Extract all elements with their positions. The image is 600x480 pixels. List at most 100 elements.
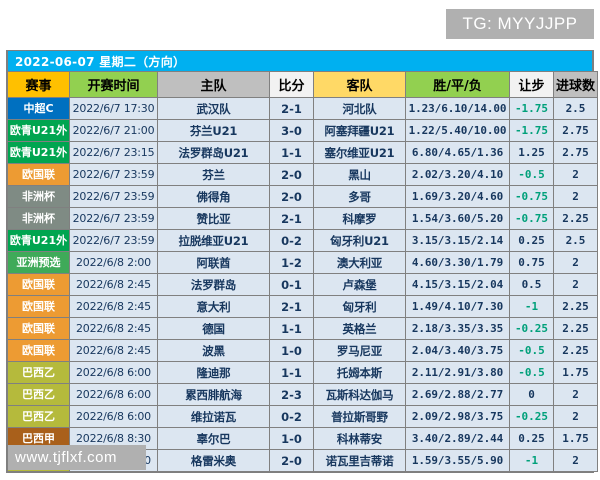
cell-handicap: 0.75	[509, 251, 554, 274]
table-row[interactable]: 非洲杯 2022/6/7 23:59 佛得角 2-0 多哥 1.69/3.20/4.60-…	[7, 185, 598, 208]
cell-goal-line: 2	[553, 449, 598, 472]
cell-handicap: -1.75	[509, 97, 554, 120]
table-row[interactable]: 巴西乙 2022/6/8 6:00 累西腓航海 2-3 瓦斯科达伽马 2.69/2.88/…	[7, 383, 598, 406]
table-row[interactable]: 亚洲预选 2022/6/8 2:00 阿联酋 1-2 澳大利亚 4.60/3.30/1.7…	[7, 251, 598, 274]
cell-event[interactable]: 欧国联	[7, 339, 70, 362]
cell-goal-line: 2.25	[553, 339, 598, 362]
column-header-away: 客队	[313, 71, 406, 98]
column-header-goals: 进球数	[553, 71, 598, 98]
cell-score: 0-2	[269, 405, 314, 428]
cell-start-time: 2022/6/7 23:15	[69, 141, 158, 164]
cell-odds: 3.15/3.15/2.14	[405, 229, 510, 252]
cell-away-team: 匈牙利	[313, 295, 406, 318]
cell-goal-line: 2	[553, 405, 598, 428]
cell-home-team: 累西腓航海	[157, 383, 270, 406]
column-header-score: 比分	[269, 71, 314, 98]
cell-event[interactable]: 欧国联	[7, 295, 70, 318]
cell-away-team: 多哥	[313, 185, 406, 208]
cell-handicap: -0.75	[509, 185, 554, 208]
cell-home-team: 格雷米奥	[157, 449, 270, 472]
table-row[interactable]: 欧国联 2022/6/8 2:45 法罗群岛 0-1 卢森堡 4.15/3.15/2.04…	[7, 273, 598, 296]
cell-handicap: -0.75	[509, 207, 554, 230]
table-row[interactable]: 欧国联 2022/6/7 23:59 芬兰 2-0 黑山 2.02/3.20/4.10 -0…	[7, 163, 598, 186]
cell-start-time: 2022/6/8 2:45	[69, 339, 158, 362]
cell-away-team: 阿塞拜疆U21	[313, 119, 406, 142]
cell-handicap: -0.5	[509, 163, 554, 186]
cell-away-team: 瓦斯科达伽马	[313, 383, 406, 406]
cell-goal-line: 2	[553, 251, 598, 274]
cell-score: 2-1	[269, 207, 314, 230]
cell-score: 2-1	[269, 295, 314, 318]
cell-odds: 4.60/3.30/1.79	[405, 251, 510, 274]
cell-event[interactable]: 欧青U21外	[7, 229, 70, 252]
table-row[interactable]: 欧国联 2022/6/8 2:45 波黑 1-0 罗马尼亚 2.04/3.40/3.75-…	[7, 339, 598, 362]
cell-score: 3-0	[269, 119, 314, 142]
cell-start-time: 2022/6/8 8:30	[69, 427, 158, 450]
league-badge: 欧国联	[8, 318, 69, 339]
cell-event[interactable]: 巴西乙	[7, 405, 70, 428]
league-badge: 中超C	[8, 98, 69, 119]
league-badge: 巴西乙	[8, 362, 69, 383]
column-header-event: 赛事	[7, 71, 70, 98]
table-row[interactable]: 欧青U21外 2022/6/7 23:59 拉脱维亚U21 0-2 匈牙利U21 3.15…	[7, 229, 598, 252]
table-body: 中超C 2022/6/7 17:30 武汉队 2-1 河北队 1.23/6.10/14.0…	[7, 97, 598, 472]
league-badge: 欧青U21外	[8, 142, 69, 163]
cell-home-team: 法罗群岛U21	[157, 141, 270, 164]
cell-event[interactable]: 巴西乙	[7, 383, 70, 406]
table-row[interactable]: 欧青U21外 2022/6/7 21:00 芬兰U21 3-0 阿塞拜疆U21 1.22/…	[7, 119, 598, 142]
cell-handicap: -0.5	[509, 361, 554, 384]
cell-goal-line: 2.25	[553, 317, 598, 340]
cell-event[interactable]: 巴西甲	[7, 427, 70, 450]
table-row[interactable]: 欧国联 2022/6/8 2:45 德国 1-1 英格兰 2.18/3.35/3.35 -0…	[7, 317, 598, 340]
cell-event[interactable]: 欧国联	[7, 273, 70, 296]
table-row[interactable]: 巴西乙 2022/6/8 6:00 隆迪那 1-1 托姆本斯 2.11/2.91/3.80…	[7, 361, 598, 384]
cell-start-time: 2022/6/8 2:00	[69, 251, 158, 274]
telegram-watermark: TG: MYYJJPP	[446, 9, 594, 39]
cell-handicap: 0.5	[509, 273, 554, 296]
cell-start-time: 2022/6/8 6:00	[69, 361, 158, 384]
cell-home-team: 维拉诺瓦	[157, 405, 270, 428]
cell-event[interactable]: 巴西乙	[7, 361, 70, 384]
cell-event[interactable]: 非洲杯	[7, 207, 70, 230]
cell-start-time: 2022/6/7 21:00	[69, 119, 158, 142]
table-row[interactable]: 欧国联 2022/6/8 2:45 意大利 2-1 匈牙利 1.49/4.10/7.30-…	[7, 295, 598, 318]
cell-start-time: 2022/6/7 17:30	[69, 97, 158, 120]
cell-odds: 1.49/4.10/7.30	[405, 295, 510, 318]
cell-away-team: 澳大利亚	[313, 251, 406, 274]
cell-event[interactable]: 欧国联	[7, 317, 70, 340]
league-badge: 欧国联	[8, 164, 69, 185]
table-title-bar: 2022-06-07 星期二（方向）	[7, 50, 593, 71]
league-badge: 欧国联	[8, 340, 69, 361]
header-row: 赛事 开赛时间 主队 比分 客队 胜/平/负 让步 进球数 方向	[7, 71, 598, 98]
cell-score: 0-1	[269, 273, 314, 296]
cell-event[interactable]: 欧国联	[7, 163, 70, 186]
table-header: 赛事 开赛时间 主队 比分 客队 胜/平/负 让步 进球数 方向	[7, 71, 598, 98]
cell-goal-line: 2.5	[553, 229, 598, 252]
cell-start-time: 2022/6/7 23:59	[69, 207, 158, 230]
cell-away-team: 科林蒂安	[313, 427, 406, 450]
cell-home-team: 阿联酋	[157, 251, 270, 274]
cell-odds: 1.23/6.10/14.00	[405, 97, 510, 120]
cell-home-team: 波黑	[157, 339, 270, 362]
table-row[interactable]: 欧青U21外 2022/6/7 23:15 法罗群岛U21 1-1 塞尔维亚U21 6.8…	[7, 141, 598, 164]
league-badge: 欧青U21外	[8, 230, 69, 251]
cell-event[interactable]: 中超C	[7, 97, 70, 120]
cell-odds: 1.54/3.60/5.20	[405, 207, 510, 230]
cell-away-team: 黑山	[313, 163, 406, 186]
cell-score: 2-1	[269, 97, 314, 120]
cell-handicap: 1.25	[509, 141, 554, 164]
table-row[interactable]: 中超C 2022/6/7 17:30 武汉队 2-1 河北队 1.23/6.10/14.0…	[7, 97, 598, 120]
cell-event[interactable]: 非洲杯	[7, 185, 70, 208]
cell-goal-line: 2	[553, 185, 598, 208]
table-row[interactable]: 非洲杯 2022/6/7 23:59 赞比亚 2-1 科摩罗 1.54/3.60/5.20…	[7, 207, 598, 230]
cell-event[interactable]: 亚洲预选	[7, 251, 70, 274]
table-row[interactable]: 巴西甲 2022/6/8 8:30 辜尔巴 1-0 科林蒂安 3.40/2.89/2.44…	[7, 427, 598, 450]
cell-goal-line: 2.75	[553, 141, 598, 164]
cell-event[interactable]: 欧青U21外	[7, 119, 70, 142]
cell-home-team: 法罗群岛	[157, 273, 270, 296]
table-row[interactable]: 巴西乙 2022/6/8 6:00 维拉诺瓦 0-2 普拉斯哥野 2.09/2.98/3.…	[7, 405, 598, 428]
cell-event[interactable]: 欧青U21外	[7, 141, 70, 164]
cell-goal-line: 2	[553, 163, 598, 186]
cell-goal-line: 2.75	[553, 119, 598, 142]
